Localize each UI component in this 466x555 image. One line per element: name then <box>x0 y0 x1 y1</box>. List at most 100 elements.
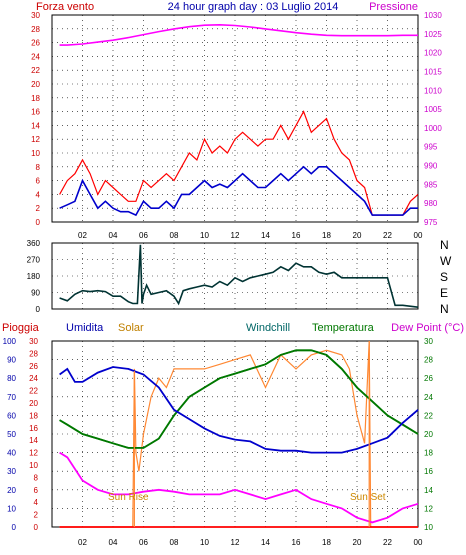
pressure-ytick-0: 975 <box>424 218 438 227</box>
humidity-ytick-4: 40 <box>7 449 16 458</box>
wind-ytick-3: 6 <box>36 177 41 186</box>
temp-ytick-4: 18 <box>424 449 433 458</box>
dir-label-w: W <box>440 254 452 268</box>
rain-ytick-1: 2 <box>34 511 39 520</box>
wind-xtick-3: 08 <box>170 231 179 240</box>
humidity-ytick-3: 30 <box>7 467 16 476</box>
pressure-ytick-4: 995 <box>424 143 438 152</box>
weather-xtick-9: 20 <box>353 538 362 547</box>
temp-ytick-7: 24 <box>424 393 433 402</box>
rain-ytick-6: 12 <box>29 449 38 458</box>
pressure-ytick-8: 1015 <box>424 67 442 76</box>
temp-ytick-8: 26 <box>424 374 433 383</box>
direction-series-line <box>59 244 419 308</box>
rain-ytick-13: 26 <box>29 362 38 371</box>
temp-ytick-1: 12 <box>424 504 433 513</box>
wind-ytick-7: 14 <box>31 121 40 130</box>
weather-xtick-7: 16 <box>292 538 301 547</box>
pressure-ytick-11: 1030 <box>424 11 442 20</box>
temperature-label: Temperatura <box>312 322 375 334</box>
temp-ytick-2: 14 <box>424 486 433 495</box>
temp-ytick-10: 30 <box>424 337 433 346</box>
weather-xtick-2: 06 <box>139 538 148 547</box>
wind-xtick-10: 22 <box>383 231 392 240</box>
wind-ytick-12: 24 <box>31 52 40 61</box>
wind-xtick-0: 02 <box>78 231 87 240</box>
dir-ytick-3: 270 <box>27 256 41 265</box>
rain-ytick-7: 14 <box>29 436 38 445</box>
rain-ytick-12: 24 <box>29 374 38 383</box>
wind-direction-chart: 0 90 180 270 360 <box>27 239 419 314</box>
humidity-ytick-10: 100 <box>3 337 17 346</box>
umidita-series-line <box>59 366 419 454</box>
wind-ytick-5: 10 <box>31 149 40 158</box>
rain-ytick-0: 0 <box>34 523 39 532</box>
solar-series-line <box>59 340 418 528</box>
wind-xtick-4: 10 <box>200 231 209 240</box>
dir-label-n2: N <box>440 302 449 316</box>
wind-ytick-0: 0 <box>36 218 41 227</box>
pressure-ytick-3: 990 <box>424 162 438 171</box>
sunset-annotation: Sun Set <box>350 492 386 503</box>
pressure-ytick-7: 1010 <box>424 86 442 95</box>
pressure-ytick-2: 985 <box>424 180 438 189</box>
dir-ytick-2: 180 <box>27 272 41 281</box>
weather-xtick-8: 18 <box>322 538 331 547</box>
wind-xtick-1: 04 <box>109 231 118 240</box>
pressure-ytick-9: 1020 <box>424 49 442 58</box>
temp-ytick-9: 28 <box>424 356 433 365</box>
rain-ytick-11: 22 <box>29 387 38 396</box>
weather-xtick-11: 00 <box>414 538 423 547</box>
weather-xtick-4: 10 <box>200 538 209 547</box>
wind-series-line <box>59 165 418 217</box>
gust-series-line <box>59 110 419 216</box>
wind-xtick-9: 20 <box>353 231 362 240</box>
temp-ytick-3: 16 <box>424 467 433 476</box>
rain-ytick-2: 4 <box>34 498 39 507</box>
pressure-ytick-5: 1000 <box>424 124 442 133</box>
humidity-ytick-6: 60 <box>7 411 16 420</box>
dew-point-series-line <box>59 451 419 524</box>
wind-ytick-8: 16 <box>31 108 40 117</box>
weather-xtick-1: 04 <box>109 538 118 547</box>
rain-ytick-15: 30 <box>29 337 38 346</box>
dir-ytick-0: 0 <box>36 305 41 314</box>
humidity-ytick-5: 50 <box>7 430 16 439</box>
wind-xtick-11: 00 <box>414 231 423 240</box>
weather-xtick-0: 02 <box>78 538 87 547</box>
solar-label: Solar <box>118 322 144 334</box>
wind-xtick-2: 06 <box>139 231 148 240</box>
dir-label-n1: N <box>440 238 449 252</box>
rain-ytick-3: 6 <box>34 486 39 495</box>
humidity-ytick-8: 80 <box>7 374 16 383</box>
wind-ytick-14: 28 <box>31 25 40 34</box>
humidity-ytick-1: 10 <box>7 504 16 513</box>
rain-ytick-10: 20 <box>29 399 38 408</box>
wind-ytick-10: 20 <box>31 80 40 89</box>
humidity-ytick-9: 90 <box>7 356 16 365</box>
temp-ytick-0: 10 <box>424 523 433 532</box>
dir-label-e: E <box>440 286 448 300</box>
windchill-label: Windchill <box>246 322 290 334</box>
humidity-ytick-2: 20 <box>7 486 16 495</box>
wind-ytick-1: 2 <box>36 204 41 213</box>
wind-xtick-6: 14 <box>261 231 270 240</box>
humidity-ytick-7: 70 <box>7 393 16 402</box>
wind-xtick-5: 12 <box>231 231 240 240</box>
sunrise-annotation: Sun Rise <box>108 492 149 503</box>
dir-frame <box>51 242 419 310</box>
pressure-ytick-6: 1005 <box>424 105 442 114</box>
chart-title: 24 hour graph day : 03 Luglio 2014 <box>168 1 339 13</box>
rain-ytick-14: 28 <box>29 349 38 358</box>
wind-ytick-11: 22 <box>31 66 40 75</box>
dir-label-s: S <box>440 270 448 284</box>
wind-ytick-4: 8 <box>36 163 41 172</box>
rain-ytick-9: 18 <box>29 411 38 420</box>
rain-ytick-4: 8 <box>34 473 39 482</box>
temperatura-series-line <box>59 349 419 449</box>
dewpoint-label: Dew Point (°C) <box>391 322 464 334</box>
wind-ytick-9: 18 <box>31 94 40 103</box>
weather-xtick-6: 14 <box>261 538 270 547</box>
